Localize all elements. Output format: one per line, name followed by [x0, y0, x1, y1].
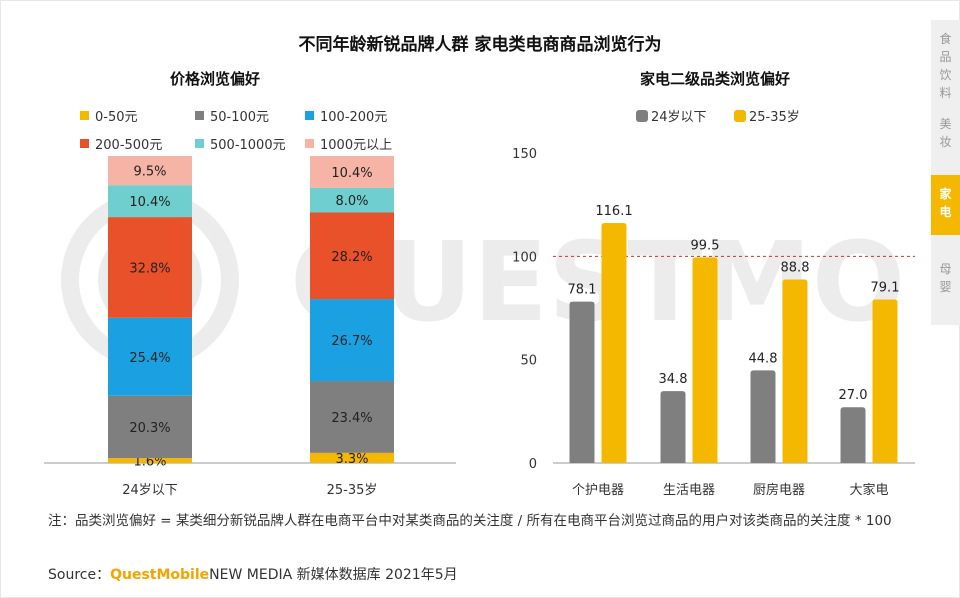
bar [569, 301, 595, 463]
bar [750, 370, 776, 463]
bar-segment [310, 452, 394, 463]
y-tick-label: 0 [529, 457, 537, 472]
bar-segment [108, 185, 192, 218]
data-label: 26.7% [331, 334, 372, 349]
data-label: 10.4% [129, 195, 170, 210]
x-tick-label: 生活电器 [663, 483, 715, 498]
side-nav: 食品饮料 美妆 家电 母婴 [931, 20, 960, 325]
legend-label: 24岁以下 [651, 110, 707, 125]
legend-item: 25-35岁 [734, 106, 800, 125]
x-tick-label: 大家电 [849, 482, 888, 498]
legend-item: 200-500元 [80, 134, 162, 153]
bar-segment [310, 156, 394, 188]
legend-item: 24岁以下 [636, 106, 707, 125]
legend-label: 1000元以上 [320, 138, 393, 153]
legend-swatch [195, 111, 204, 120]
x-tick-label: 个护电器 [572, 483, 624, 498]
data-label: 44.8 [749, 351, 778, 366]
y-tick-label: 150 [512, 147, 537, 162]
nav-item-baby[interactable]: 母婴 [939, 262, 952, 294]
bar [782, 279, 808, 463]
legend-label: 50-100元 [210, 110, 270, 125]
bar [660, 391, 686, 463]
legend-swatch [80, 111, 89, 120]
bar-segment [310, 212, 394, 300]
legend-item: 0-50元 [80, 106, 138, 125]
legend-swatch [734, 110, 746, 122]
data-label: 23.4% [331, 411, 372, 426]
x-tick-label: 25-35岁 [327, 483, 378, 498]
data-label: 25.4% [129, 351, 170, 366]
legend-item: 1000元以上 [305, 134, 392, 153]
data-label: 10.4% [331, 166, 372, 181]
data-label: 99.5 [691, 238, 720, 253]
data-label: 88.8 [781, 260, 810, 275]
source-label: Source： [48, 567, 111, 583]
bar-segment [108, 317, 192, 396]
bar-segment [108, 458, 192, 463]
x-tick-label: 24岁以下 [122, 483, 178, 498]
source-line: Source：QuestMobileNEW MEDIA 新媒体数据库 2021年… [48, 564, 458, 584]
legend-item: 100-200元 [305, 106, 387, 125]
bar-segment [108, 156, 192, 186]
bar-segment [310, 187, 394, 213]
legend-swatch [305, 111, 314, 120]
source-brand: QuestMobile [110, 567, 210, 583]
nav-item-beauty[interactable]: 美妆 [939, 117, 952, 149]
legend-label: 500-1000元 [210, 138, 286, 153]
data-label: 34.8 [659, 372, 688, 387]
footnote: 注：品类浏览偏好 = 某类细分新锐品牌人群在电商平台中对某类商品的关注度 / 所… [48, 513, 892, 529]
legend-label: 0-50元 [95, 110, 138, 125]
legend-item: 500-1000元 [195, 134, 286, 153]
bar [840, 407, 866, 463]
bar-segment [108, 395, 192, 459]
data-label: 1.6% [133, 455, 166, 470]
y-tick-label: 100 [512, 250, 537, 265]
data-label: 32.8% [129, 261, 170, 276]
data-label: 3.3% [335, 452, 368, 467]
nav-item-appliance[interactable]: 家电 [931, 175, 960, 235]
data-label: 20.3% [129, 421, 170, 436]
source-rest: NEW MEDIA 新媒体数据库 2021年5月 [209, 567, 458, 583]
legend-swatch [305, 139, 314, 148]
x-tick-label: 厨房电器 [753, 482, 805, 498]
bar-segment [108, 217, 192, 318]
legend-item: 50-100元 [195, 106, 269, 125]
legend-label: 100-200元 [320, 110, 388, 125]
legend-swatch [636, 110, 648, 122]
y-tick-label: 50 [520, 354, 537, 369]
nav-item-food[interactable]: 食品饮料 [939, 32, 952, 100]
right-subtitle: 家电二级品类浏览偏好 [640, 70, 791, 88]
legend-label: 25-35岁 [749, 110, 800, 125]
bar [601, 223, 627, 463]
left-subtitle: 价格浏览偏好 [170, 70, 261, 88]
data-label: 9.5% [133, 165, 166, 180]
data-label: 79.1 [871, 281, 900, 296]
bar [692, 257, 718, 463]
data-label: 27.0 [839, 388, 868, 403]
legend-swatch [195, 139, 204, 148]
main-title: 不同年龄新锐品牌人群 家电类电商商品浏览行为 [298, 35, 662, 55]
bar [872, 299, 898, 463]
data-label: 28.2% [331, 250, 372, 265]
data-label: 116.1 [595, 204, 632, 219]
bar-segment [310, 299, 394, 382]
data-label: 8.0% [335, 194, 368, 209]
data-label: 78.1 [568, 283, 597, 298]
bar-segment [310, 381, 394, 453]
legend-label: 200-500元 [95, 138, 163, 153]
legend-swatch [80, 139, 89, 148]
